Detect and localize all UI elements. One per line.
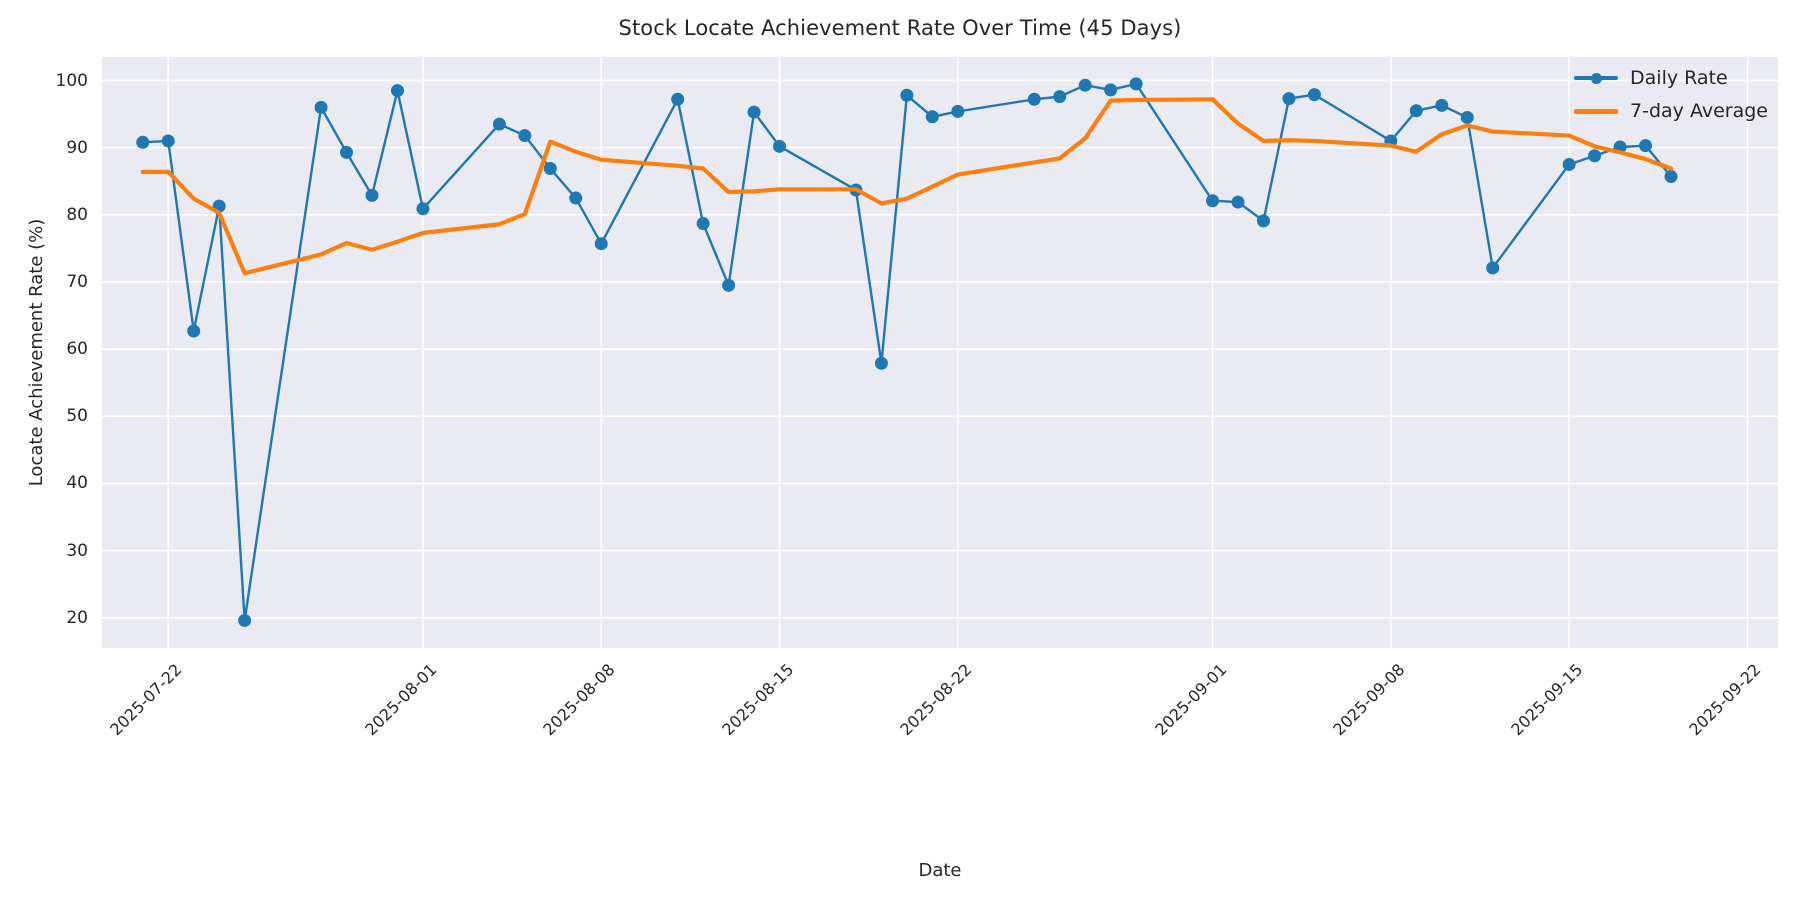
data-point-marker	[492, 117, 506, 131]
x-tick-label: 2025-08-01	[361, 660, 441, 740]
y-tick-label: 90	[66, 137, 88, 158]
data-point-marker	[543, 161, 557, 175]
data-series-layer	[136, 77, 1678, 627]
legend-swatch-icon	[1574, 101, 1619, 121]
legend-label: 7-day Average	[1630, 100, 1768, 122]
chart-legend: Daily Rate 7-day Average	[1566, 60, 1778, 129]
data-point-marker	[1435, 98, 1449, 112]
x-tick-label: 2025-07-22	[106, 660, 186, 740]
data-point-marker	[187, 324, 201, 338]
data-point-marker	[1078, 78, 1092, 92]
y-tick-label: 80	[66, 204, 88, 225]
data-point-marker	[1409, 104, 1423, 118]
data-point-marker	[136, 135, 150, 149]
y-tick-label: 100	[55, 70, 88, 91]
legend-marker-dot	[1590, 72, 1602, 84]
data-point-marker	[314, 100, 328, 114]
data-point-marker	[594, 237, 608, 251]
data-point-marker	[365, 188, 379, 202]
data-point-marker	[696, 217, 710, 231]
x-axis-label: Date	[918, 860, 962, 881]
legend-item[interactable]: Daily Rate	[1574, 66, 1768, 90]
legend-swatch-icon	[1574, 68, 1619, 88]
data-point-marker	[416, 202, 430, 216]
data-point-marker	[390, 84, 404, 98]
data-point-marker	[874, 356, 888, 370]
data-point-marker	[951, 104, 965, 118]
data-point-marker	[1027, 92, 1041, 106]
data-point-marker	[518, 129, 532, 143]
y-tick-label: 60	[66, 339, 88, 360]
x-tick-label: 2025-09-15	[1507, 660, 1587, 740]
x-tick-label: 2025-09-01	[1150, 660, 1230, 740]
x-tick-label: 2025-09-08	[1329, 660, 1409, 740]
data-point-marker	[1231, 195, 1245, 209]
legend-item[interactable]: 7-day Average	[1574, 99, 1768, 123]
data-point-marker	[1256, 214, 1270, 228]
data-point-marker	[1460, 110, 1474, 124]
data-point-marker	[238, 613, 252, 627]
x-tick-label: 2025-09-22	[1685, 660, 1765, 740]
x-tick-label: 2025-08-15	[717, 660, 797, 740]
data-point-marker	[1053, 90, 1067, 104]
data-point-marker	[722, 278, 736, 292]
y-tick-label: 40	[66, 473, 88, 494]
data-point-marker	[773, 139, 787, 153]
x-tick-label: 2025-08-08	[539, 660, 619, 740]
data-point-marker	[1664, 170, 1678, 184]
x-tick-label: 2025-08-22	[896, 660, 976, 740]
y-tick-label: 50	[66, 406, 88, 427]
y-tick-label: 20	[66, 607, 88, 628]
data-point-marker	[671, 92, 685, 106]
y-tick-label: 30	[66, 540, 88, 561]
data-point-marker	[1206, 194, 1220, 208]
chart-title: Stock Locate Achievement Rate Over Time …	[618, 16, 1182, 40]
data-point-marker	[1639, 139, 1653, 153]
data-point-marker	[1562, 157, 1576, 171]
legend-label: Daily Rate	[1630, 67, 1728, 89]
data-point-marker	[569, 191, 583, 205]
grid-lines	[102, 57, 1778, 648]
y-axis-label: Locate Achievement Rate (%)	[26, 218, 47, 487]
data-point-marker	[925, 110, 939, 124]
data-point-marker	[900, 88, 914, 102]
data-point-marker	[1282, 92, 1296, 106]
series-line-7-day-average	[140, 97, 1674, 276]
data-point-marker	[1104, 83, 1118, 97]
data-point-marker	[1129, 77, 1143, 91]
y-tick-label: 70	[66, 271, 88, 292]
data-point-marker	[1588, 149, 1602, 163]
data-point-marker	[747, 105, 761, 119]
data-point-marker	[1486, 261, 1500, 275]
data-point-marker	[340, 145, 354, 159]
series-line-daily-rate	[141, 82, 1673, 622]
data-point-marker	[1307, 88, 1321, 102]
plot-area	[102, 57, 1778, 648]
data-point-marker	[161, 134, 175, 148]
